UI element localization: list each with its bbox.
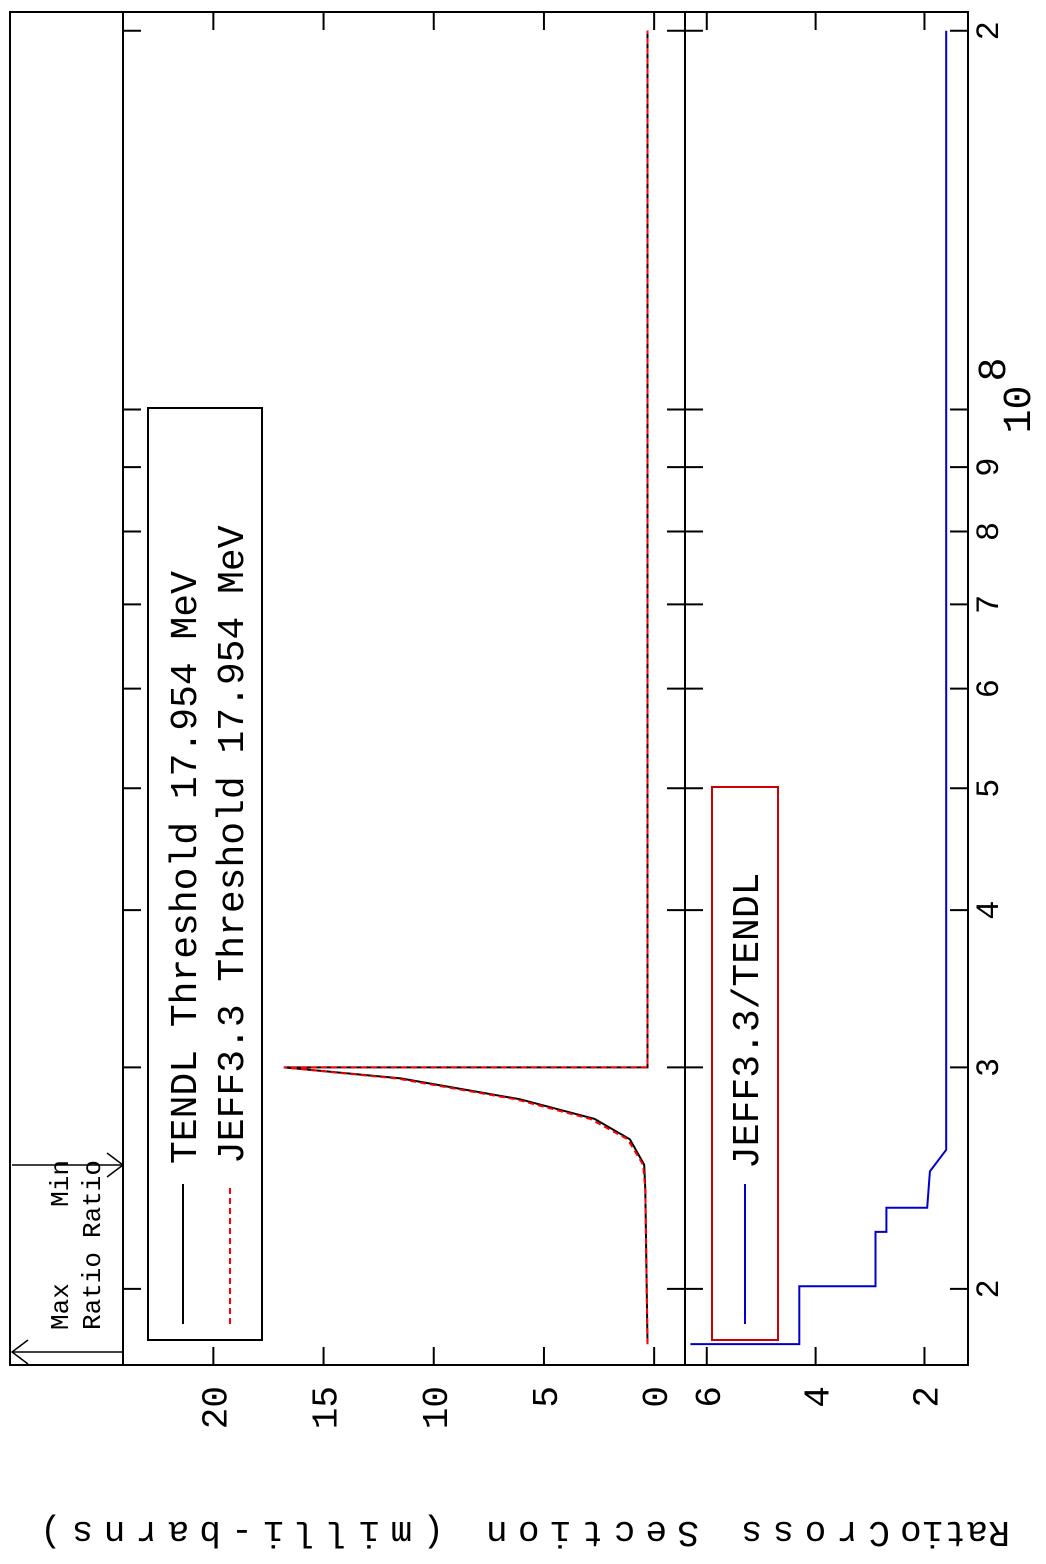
legend-box [711,786,779,1341]
x-tick-label: 6 [971,679,1008,698]
legend-box [147,407,263,1341]
y-tick-label: 10 [417,1386,458,1429]
x-tick-label: 8 [973,358,1018,382]
x-tick-label: 2 [971,21,1008,40]
x-tick-label: 3 [971,1058,1008,1077]
annotation: Min [46,1160,76,1207]
series-line [283,30,649,1345]
y-tick-label: 2 [907,1386,948,1408]
y-tick-label: 5 [527,1386,568,1408]
legend-label: JEFF3.3 Threshold 17.954 MeV [212,525,255,1164]
y-axis-title: Ratio [900,1511,1010,1552]
x-tick-label: 8 [971,522,1008,541]
x-tick-label: 9 [971,457,1008,476]
y-tick-label: 6 [690,1386,731,1408]
y-tick-label: 0 [637,1386,678,1408]
rotated-plot: Max Ratio Min Ratio Ratio Cross Section … [9,11,1043,1552]
annotation: Max [46,1283,76,1330]
annotation: Ratio [78,1252,108,1330]
y-tick-label: 15 [307,1386,348,1429]
y-tick-label: 4 [799,1386,840,1408]
legend-label: TENDL Threshold 17.954 MeV [165,571,208,1164]
x-tick-label: 7 [971,595,1008,614]
series-line [690,30,948,1346]
legend-label: JEFF3.3/TENDL [727,873,770,1169]
arrowhead [106,1152,125,1178]
arrowhead [10,1339,29,1365]
y-axis-title: Cross Section (milli-barns) [40,1511,890,1552]
x-tick-label: 5 [971,779,1008,798]
y-tick-label: 20 [196,1386,237,1429]
x-tick-label: 10 [998,386,1043,434]
annotation: Ratio [78,1160,108,1238]
x-tick-label: 4 [971,901,1008,920]
x-tick-label: 2 [971,1279,1008,1298]
series-line [283,30,649,1345]
